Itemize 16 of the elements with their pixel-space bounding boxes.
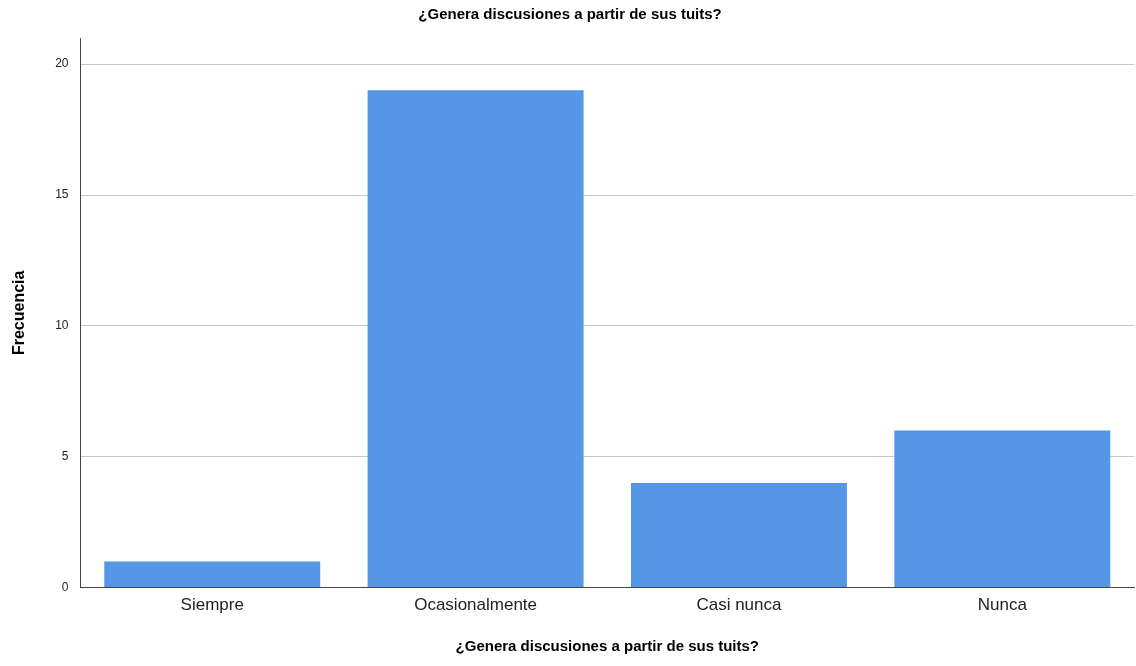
x-axis-title: ¿Genera discusiones a partir de sus tuits? [455, 637, 759, 655]
y-axis-title: Frecuencia [10, 270, 28, 356]
x-tick-label: Casi nunca [696, 595, 783, 615]
y-tick-label: 0 [61, 579, 69, 594]
x-tick-label: Siempre [180, 595, 244, 615]
bar [894, 430, 1111, 588]
x-tick-label: Nunca [977, 595, 1028, 615]
y-tick-label: 15 [55, 187, 69, 202]
x-tick-label: Ocasionalmente [414, 595, 538, 615]
chart-title: ¿Genera discusiones a partir de sus tuits? [418, 5, 722, 23]
y-tick-label: 10 [55, 318, 69, 333]
bar [104, 561, 321, 588]
bar [367, 90, 584, 588]
y-tick-label: 5 [61, 449, 69, 464]
y-tick-label: 20 [55, 56, 69, 71]
bar [630, 482, 847, 588]
